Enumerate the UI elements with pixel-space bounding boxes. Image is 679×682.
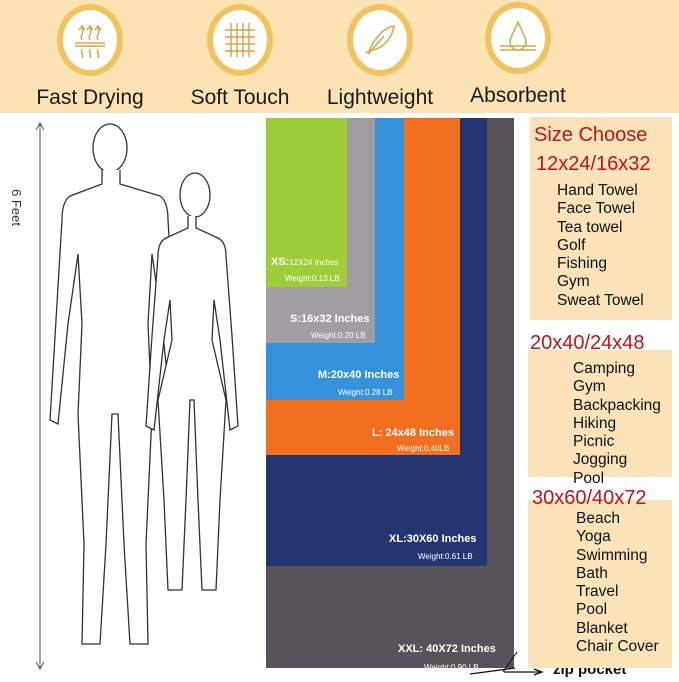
use-item: Gym [557, 273, 590, 291]
size-s-label: S:16x32 Inches [290, 313, 370, 325]
human-silhouettes [49, 123, 239, 645]
use-item: Yoga [576, 528, 611, 546]
use-item: Fishing [557, 255, 607, 273]
size-m-label: M:20x40 Inches [318, 369, 400, 381]
feature-lightweight: Lightweight [310, 4, 450, 110]
heat-waves-icon [57, 4, 123, 76]
features-band: Fast Drying Soft Touch Lightweight Absor… [0, 0, 679, 113]
use-item: Backpacking [573, 396, 661, 414]
use-item: Hiking [573, 414, 617, 432]
feature-label: Soft Touch [190, 86, 290, 109]
height-ruler [34, 121, 46, 671]
use-item: Face Towel [557, 200, 636, 218]
use-item: Pool [576, 601, 608, 619]
towel-xs [266, 118, 347, 287]
use-item: Gym [573, 378, 606, 396]
use-item: Tea towel [557, 218, 623, 236]
feature-label: Absorbent [470, 84, 566, 107]
use-item: Pool [573, 469, 605, 487]
feature-label: Fast Drying [36, 86, 144, 109]
fabric-weave-icon [207, 4, 273, 76]
use-item: Hand Towel [557, 182, 638, 199]
use-item: Beach [576, 510, 620, 527]
male-silhouette [49, 123, 181, 645]
use-item: Camping [573, 360, 636, 377]
use-item: Golf [557, 236, 586, 254]
size-s-weight: Weight:0.20 LB [311, 331, 366, 340]
height-label: 6 Feet [8, 189, 24, 226]
use-item: Jogging [573, 451, 628, 469]
size-l-label: L: 24x48 Inches [372, 427, 454, 439]
group-heading: 30x60/40x72 [532, 487, 647, 509]
zip-pocket-arrow [470, 652, 544, 676]
use-item: Travel [576, 583, 619, 601]
use-item: Swimming [576, 546, 648, 564]
use-item: Chair Cover [576, 638, 659, 656]
group-heading: 20x40/24x48 [530, 332, 645, 354]
feather-icon [347, 4, 413, 76]
use-item: Picnic [573, 433, 615, 451]
use-list: Hand Towel Face Towel Tea towel Golf Fishing… [557, 182, 644, 310]
feature-label: Lightweight [326, 86, 434, 109]
use-item: Sweat Towel [557, 291, 644, 309]
feature-fast-drying: Fast Drying [20, 4, 160, 110]
use-item: Blanket [576, 619, 628, 637]
size-xs-label: XS:12X24 Inches [271, 256, 338, 268]
size-prefix: XS: [271, 256, 290, 268]
size-choose-title: Size Choose [534, 124, 648, 146]
size-xxl-label: XXL: 40X72 Inches [398, 643, 496, 655]
feature-soft-touch: Soft Touch [170, 4, 310, 110]
use-item: Bath [576, 564, 608, 582]
size-group-large [528, 500, 672, 668]
size-l-weight: Weight:0.40LB [397, 444, 450, 453]
size-group-small [530, 117, 672, 320]
size-xl-label: XL:30X60 Inches [389, 533, 477, 545]
use-list: Beach Yoga Swimming Bath Travel Pool Blanket Ch… [576, 510, 659, 656]
size-xs-weight: Weight:0.13 LB [285, 274, 340, 283]
group-heading: 12x24/16x32 [536, 153, 651, 175]
size-m-weight: Weight:0.28 LB [338, 388, 393, 397]
use-list: Camping Gym Backpacking Hiking Picnic Jogging… [573, 360, 661, 488]
size-dimensions: 12X24 Inches [289, 258, 339, 267]
water-drop-icon [485, 2, 551, 74]
female-silhouette [145, 172, 239, 591]
size-group-medium [528, 350, 672, 477]
size-xl-weight: Weight:0.61 LB [418, 552, 473, 561]
feature-absorbent: Absorbent [448, 2, 588, 108]
size-xxl-weight: Weight:0.90 LB [424, 663, 479, 672]
